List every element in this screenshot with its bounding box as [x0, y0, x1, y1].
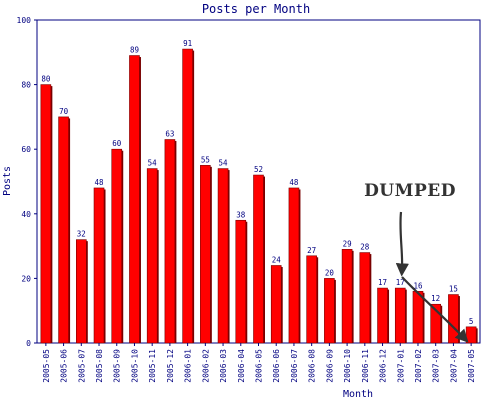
bar-value-label: 20	[325, 268, 335, 277]
x-tick-label: 2005-08	[95, 349, 104, 383]
bar-value-label: 55	[201, 155, 210, 164]
bar-value-label: 54	[148, 159, 158, 168]
bar-value-label: 5	[469, 317, 474, 326]
bar-value-label: 15	[449, 285, 458, 294]
annotation-arrow-diagonal	[401, 276, 469, 343]
x-tick-label: 2006-09	[325, 349, 334, 383]
x-tick-label: 2006-07	[290, 349, 299, 383]
bar	[341, 249, 353, 344]
y-tick-label: 0	[26, 339, 31, 348]
bar-value-label: 70	[59, 107, 69, 116]
bar	[111, 148, 123, 344]
x-tick-label: 2006-04	[237, 349, 246, 383]
bar-value-label: 27	[307, 246, 316, 255]
bar	[253, 174, 264, 344]
bar-value-label: 29	[343, 239, 352, 248]
y-tick-label: 20	[21, 274, 31, 283]
x-tick-label: 2007-01	[396, 349, 405, 383]
bar	[217, 168, 229, 344]
bar	[359, 252, 371, 344]
x-tick-label: 2005-11	[148, 349, 157, 383]
bar-value-label: 17	[378, 278, 387, 287]
x-tick-label: 2006-12	[379, 349, 388, 383]
bar-value-label: 48	[289, 178, 299, 187]
x-tick-label: 2005-05	[42, 349, 51, 383]
bar	[182, 48, 193, 344]
x-tick-label: 2005-12	[166, 349, 175, 383]
bar-value-label: 63	[165, 130, 174, 139]
bars-group: 80 70 32 48 60 89 54 63 91 55 54 38 52 24 48 27 20 29 28 17…	[40, 39, 478, 344]
bar	[235, 219, 247, 344]
x-axis-label: Month	[343, 389, 373, 400]
bar-value-label: 60	[112, 139, 122, 148]
bar	[58, 116, 69, 344]
y-tick-label: 100	[17, 16, 32, 25]
bar	[324, 278, 335, 344]
x-tick-label: 2007-03	[432, 349, 441, 383]
bar-value-label: 12	[431, 294, 440, 303]
bar-value-label: 28	[360, 243, 370, 252]
bar-value-label: 24	[272, 255, 282, 264]
chart-title: Posts per Month	[202, 2, 310, 16]
bar	[129, 55, 140, 344]
y-axis-label: Posts	[2, 166, 13, 196]
y-axis: 0 20 40 60 80 100	[17, 16, 37, 348]
x-tick-label: 2006-02	[201, 349, 210, 383]
x-tick-label: 2006-08	[308, 349, 317, 383]
x-tick-label: 2006-11	[361, 349, 370, 383]
x-tick-label: 2006-05	[255, 349, 264, 383]
x-tick-label: 2005-07	[77, 349, 86, 383]
x-tick-label: 2007-05	[467, 349, 476, 383]
bar	[377, 287, 388, 344]
bar-value-label: 16	[413, 281, 423, 290]
bar-value-label: 52	[254, 165, 263, 174]
bar-value-label: 17	[396, 278, 405, 287]
x-tick-label: 2005-10	[130, 349, 139, 383]
x-tick-label: 2006-10	[343, 349, 352, 383]
bar-value-label: 54	[219, 159, 229, 168]
y-tick-label: 60	[21, 145, 31, 154]
bar	[306, 255, 317, 344]
bar	[465, 326, 477, 344]
y-tick-label: 80	[21, 81, 31, 90]
x-tick-label: 2007-02	[414, 349, 423, 383]
dumped-annotation: DUMPED	[364, 181, 456, 201]
bar	[394, 287, 406, 344]
x-tick-label: 2007-04	[449, 349, 458, 383]
x-axis: 2005-05 2005-06 2005-07 2005-08 2005-09 2005-…	[42, 343, 476, 383]
bar	[93, 187, 105, 344]
bar-value-label: 89	[130, 46, 139, 55]
bar	[164, 139, 176, 344]
bar	[412, 291, 424, 344]
x-tick-label: 2006-01	[184, 349, 193, 383]
x-tick-label: 2005-06	[60, 349, 69, 383]
bar-value-label: 38	[236, 210, 246, 219]
x-tick-label: 2006-03	[219, 349, 228, 383]
bar	[76, 239, 87, 344]
bar	[146, 168, 158, 344]
bar	[288, 187, 300, 344]
annotation-arrow-down	[395, 211, 409, 277]
y-tick-label: 40	[21, 210, 31, 219]
x-tick-label: 2006-06	[272, 349, 281, 383]
bar-value-label: 48	[95, 178, 105, 187]
bar	[200, 165, 211, 344]
bar	[40, 84, 52, 344]
bar-value-label: 91	[183, 39, 192, 48]
bar-value-label: 32	[77, 230, 86, 239]
bar	[448, 294, 459, 344]
bar-value-label: 80	[41, 75, 51, 84]
bar	[270, 265, 282, 344]
x-tick-label: 2005-09	[113, 349, 122, 383]
